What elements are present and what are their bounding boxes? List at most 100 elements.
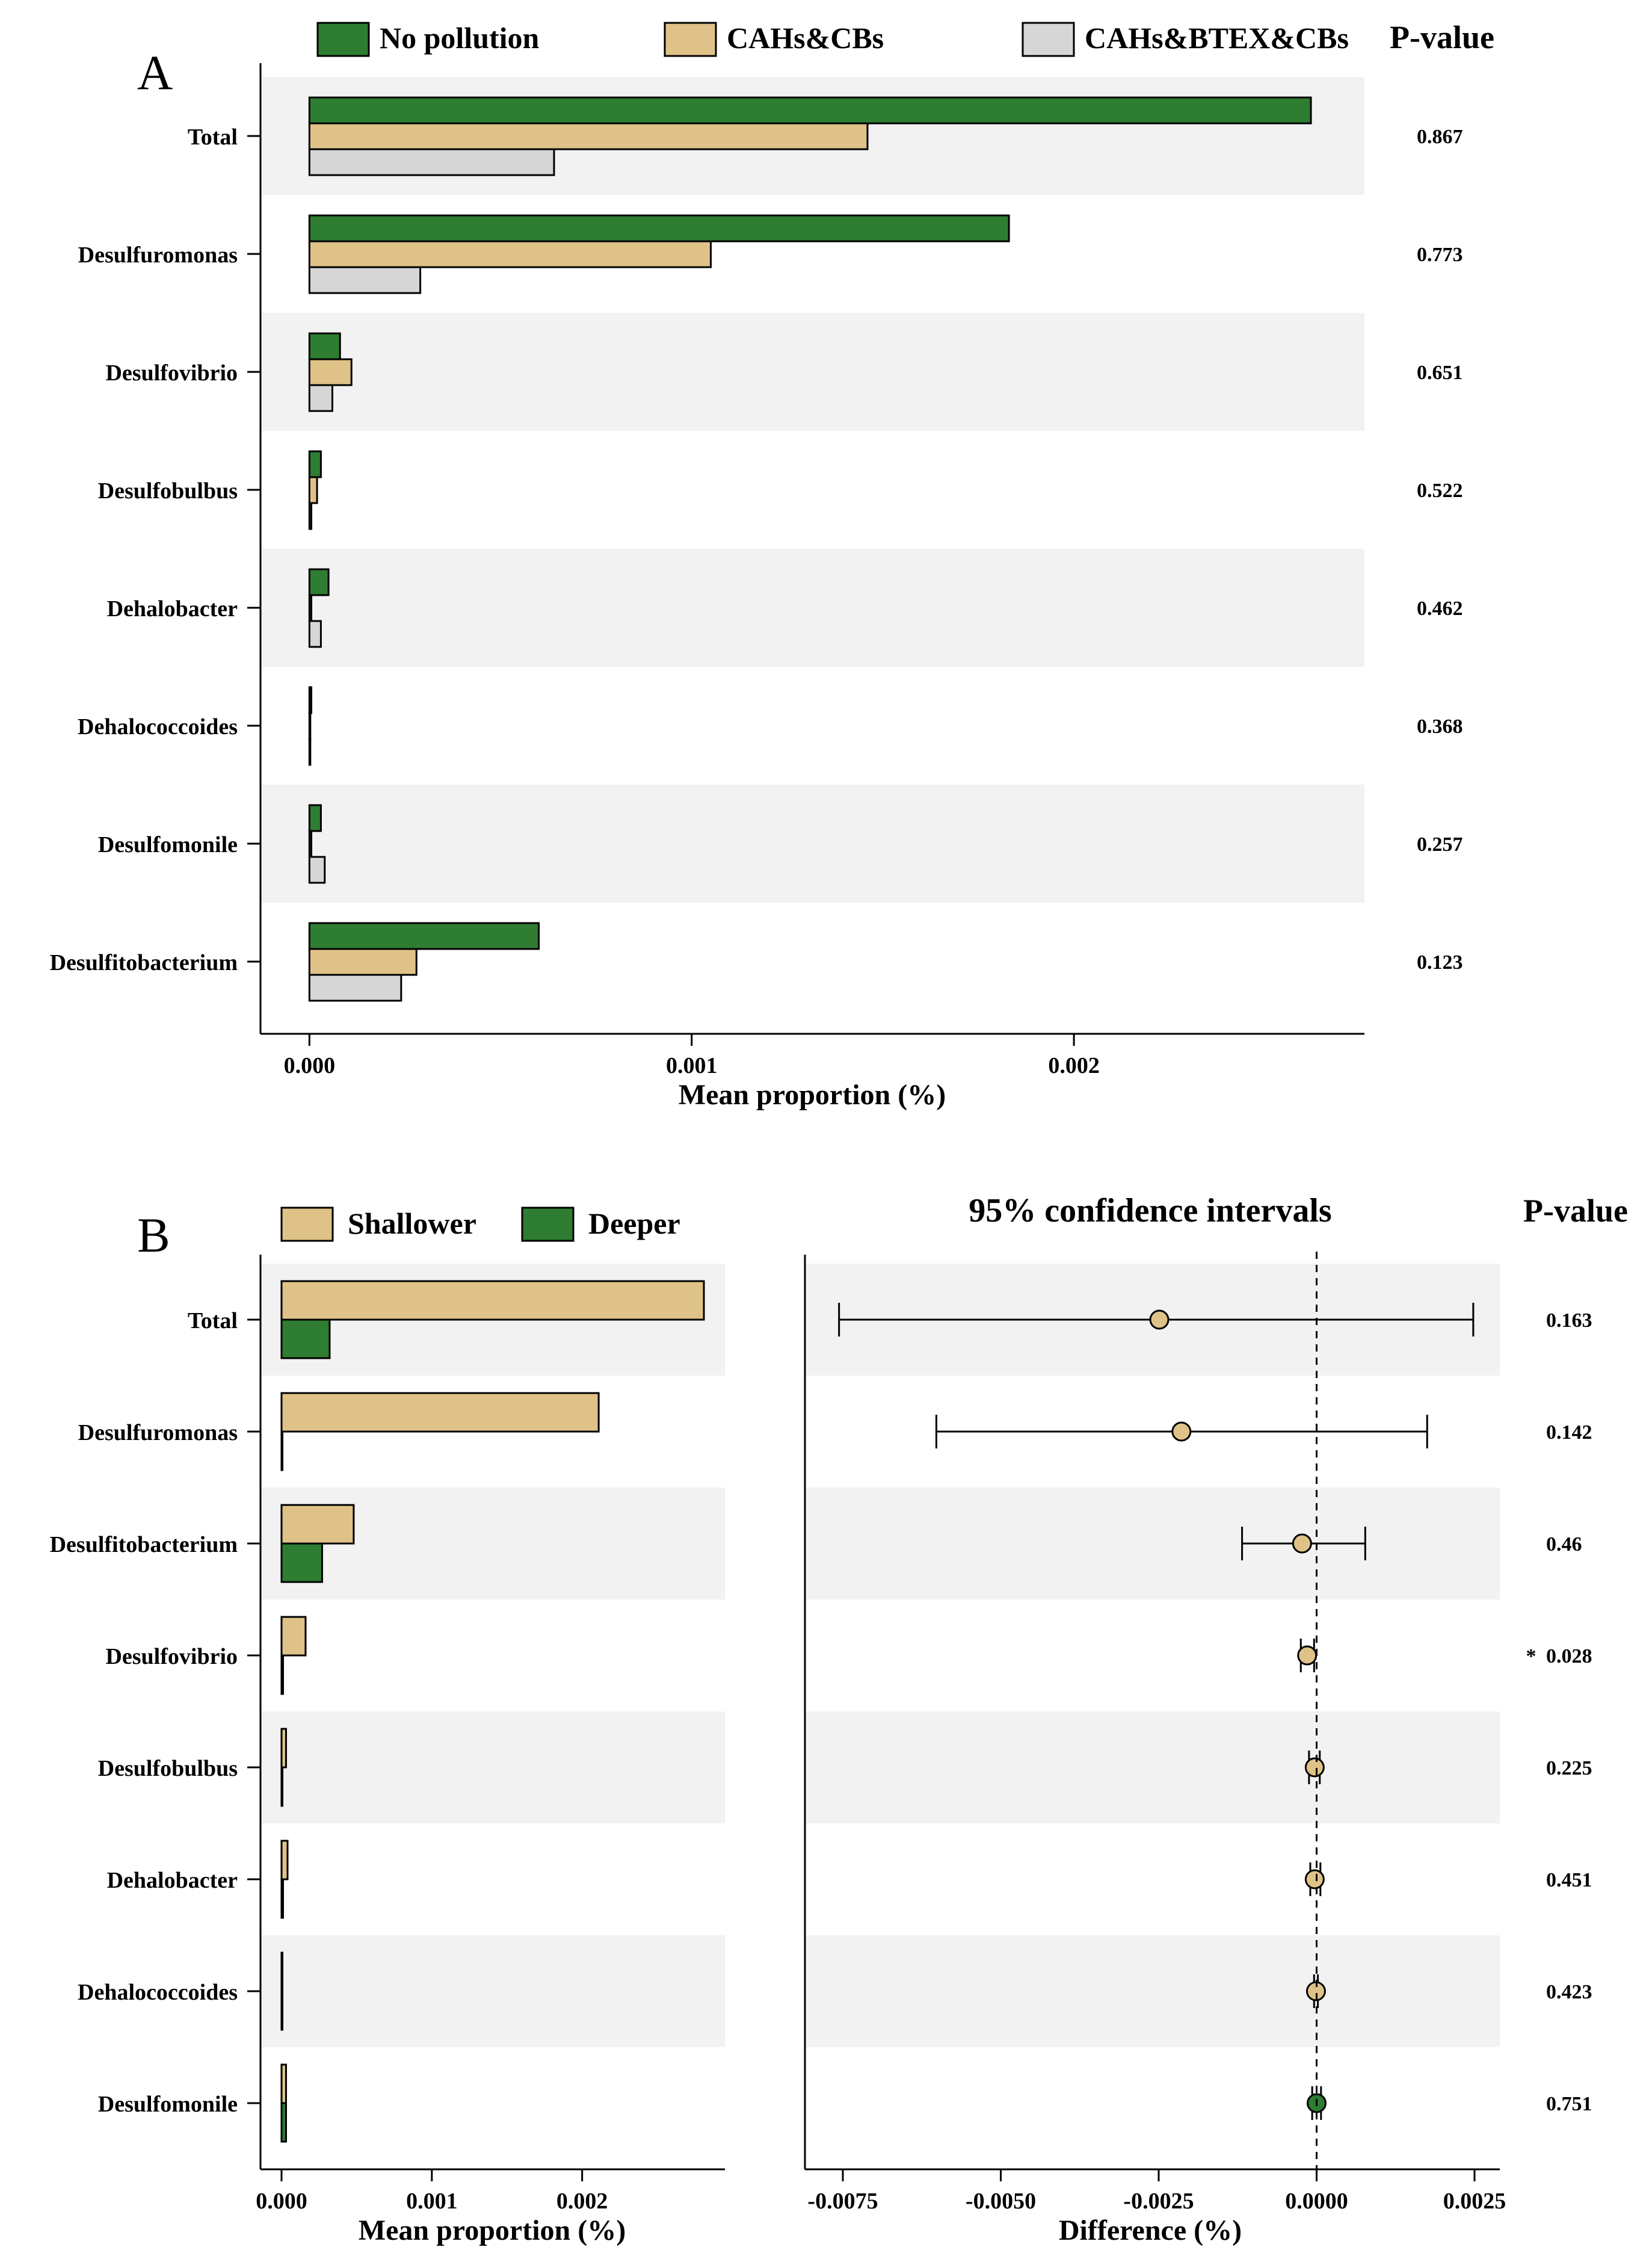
category-label-desulfobulbus: Desulfobulbus bbox=[98, 1756, 238, 1781]
panel-a-pvalues: 0.867 0.773 0.651 0.522 0.462 0.368 0.257 0.123 bbox=[1417, 126, 1463, 974]
pvalue-total: 0.867 bbox=[1417, 126, 1463, 148]
ci-point-total bbox=[1149, 1309, 1170, 1330]
category-label-desulfitobacterium: Desulfitobacterium bbox=[50, 950, 238, 975]
significance-marker: * bbox=[1526, 1645, 1536, 1667]
bar-cahs-cbs-dehalobacter bbox=[308, 594, 313, 622]
panel-b-ci-title: 95% confidence intervals bbox=[969, 1192, 1331, 1229]
bar-cahs-btex-cbs-dehalobacter bbox=[308, 620, 322, 648]
ci-x-tick-label-1: -0.0050 bbox=[966, 2189, 1036, 2214]
row-band-desulfomonile bbox=[260, 785, 1364, 903]
bar-shallower-desulfomonile bbox=[280, 2063, 287, 2104]
panel-a-row-bands bbox=[260, 77, 1364, 903]
panel-b-row-bands bbox=[260, 1264, 1500, 2047]
panel-b-confidence-intervals bbox=[838, 1252, 1475, 2169]
row-band-dehalobacter bbox=[260, 549, 1364, 667]
category-label-desulfobulbus: Desulfobulbus bbox=[98, 478, 238, 504]
ci-point-desulfobulbus bbox=[1304, 1757, 1325, 1778]
bar-x-tick-label-2: 0.002 bbox=[556, 2189, 608, 2214]
bar-no-pollution-desulfobulbus bbox=[308, 450, 322, 478]
bar-cahs-cbs-total bbox=[308, 122, 869, 150]
bar-cahs-btex-cbs-desulfomonile bbox=[308, 856, 326, 884]
category-label-desulfomonile: Desulfomonile bbox=[98, 832, 238, 857]
bar-cahs-cbs-desulfovibrio bbox=[308, 358, 353, 386]
panel-label-a: A bbox=[137, 45, 173, 100]
legend-label-cahs-btex-cbs: CAHs&BTEX&CBs bbox=[1085, 21, 1349, 55]
category-label-desulfomonile: Desulfomonile bbox=[98, 2092, 238, 2117]
category-label-dehalococcoides: Dehalococcoides bbox=[78, 714, 238, 740]
category-label-desulfovibrio: Desulfovibrio bbox=[105, 360, 238, 386]
pvalue-desulfuromonas: 0.773 bbox=[1417, 244, 1463, 266]
category-label-desulfitobacterium: Desulfitobacterium bbox=[50, 1532, 238, 1557]
bar-x-tick-label-1: 0.001 bbox=[406, 2189, 458, 2214]
row-band-bars-dehalococcoides bbox=[260, 1935, 725, 2047]
bar-shallower-dehalobacter bbox=[280, 1840, 289, 1880]
bar-shallower-dehalococcoides bbox=[280, 1951, 283, 1992]
bar-no-pollution-total bbox=[308, 96, 1312, 125]
panel-a-category-labels: Total Desulfuromonas Desulfovibrio Desulfob… bbox=[50, 125, 260, 975]
bar-cahs-cbs-desulfitobacterium bbox=[308, 948, 418, 976]
category-label-desulfuromonas: Desulfuromonas bbox=[78, 1420, 238, 1445]
bar-x-tick-label-0: 0.000 bbox=[256, 2189, 307, 2214]
category-label-total: Total bbox=[188, 1308, 238, 1333]
x-tick-label-0: 0.000 bbox=[284, 1053, 336, 1078]
bar-cahs-btex-cbs-desulfitobacterium bbox=[308, 974, 402, 1002]
legend-swatch-shallower bbox=[280, 1207, 334, 1242]
pvalue-dehalobacter: 0.451 bbox=[1546, 1869, 1592, 1891]
legend-label-no-pollution: No pollution bbox=[380, 21, 540, 55]
legend-swatch-cahs-btex-cbs bbox=[1022, 22, 1075, 57]
panel-a-pvalue-header: P-value bbox=[1390, 19, 1494, 55]
ci-x-tick-label-3: 0.0000 bbox=[1285, 2189, 1348, 2214]
panel-b-category-labels: Total Desulfuromonas Desulfitobacterium Des… bbox=[50, 1308, 260, 2117]
row-band-ci-desulfitobacterium bbox=[805, 1488, 1500, 1599]
bar-cahs-btex-cbs-desulfuromonas bbox=[308, 266, 422, 294]
ci-x-tick-label-2: -0.0025 bbox=[1123, 2189, 1194, 2214]
legend-swatch-cahs-cbs bbox=[664, 22, 717, 57]
bar-no-pollution-dehalococcoides bbox=[308, 686, 313, 714]
pvalue-desulfovibrio: 0.028 bbox=[1546, 1645, 1592, 1667]
panel-b-bars bbox=[280, 1280, 705, 2143]
bar-no-pollution-desulfovibrio bbox=[308, 332, 341, 360]
pvalue-desulfobulbus: 0.522 bbox=[1417, 480, 1463, 502]
bar-cahs-btex-cbs-dehalococcoides bbox=[308, 738, 312, 766]
pvalue-desulfitobacterium: 0.46 bbox=[1546, 1533, 1582, 1556]
category-label-desulfovibrio: Desulfovibrio bbox=[105, 1644, 238, 1669]
bar-no-pollution-desulfitobacterium bbox=[308, 922, 540, 950]
row-band-bars-desulfobulbus bbox=[260, 1711, 725, 1823]
panel-b: B Shallower Deeper 95% confidence interva… bbox=[50, 1192, 1628, 2246]
bar-deeper-desulfovibrio bbox=[280, 1654, 284, 1695]
pvalue-desulfomonile: 0.751 bbox=[1546, 2093, 1592, 2115]
category-label-desulfuromonas: Desulfuromonas bbox=[78, 243, 238, 268]
x-tick-label-2: 0.002 bbox=[1048, 1053, 1100, 1078]
pvalue-desulfitobacterium: 0.123 bbox=[1417, 951, 1463, 974]
bar-deeper-desulfuromonas bbox=[280, 1430, 283, 1471]
panel-label-b: B bbox=[137, 1208, 170, 1262]
row-band-ci-dehalococcoides bbox=[805, 1935, 1500, 2047]
bar-deeper-desulfomonile bbox=[280, 2102, 287, 2143]
panel-b-axes: 0.000 0.001 0.002 -0.0075 -0.0050 -0.0025 0.00… bbox=[256, 1255, 1506, 2214]
pvalue-desulfobulbus: 0.225 bbox=[1546, 1757, 1592, 1779]
panel-b-legend: Shallower Deeper bbox=[280, 1207, 680, 1242]
bar-deeper-total bbox=[280, 1318, 331, 1359]
bar-deeper-desulfobulbus bbox=[280, 1766, 283, 1807]
ci-x-tick-label-4: 0.0025 bbox=[1443, 2189, 1506, 2214]
panel-b-bar-x-axis-label: Mean proportion (%) bbox=[359, 2214, 626, 2246]
panel-b-pvalues: 0.163 0.142 0.46 0.028 * 0.225 0.451 0.423 0.751 bbox=[1526, 1309, 1592, 2115]
bar-cahs-cbs-desulfobulbus bbox=[308, 476, 318, 504]
panel-a-x-axis-label: Mean proportion (%) bbox=[679, 1079, 946, 1111]
bar-cahs-btex-cbs-desulfobulbus bbox=[308, 502, 313, 530]
row-band-desulfovibrio bbox=[260, 313, 1364, 431]
panel-a-axes: 0.000 0.001 0.002 bbox=[259, 63, 1364, 1078]
category-label-dehalococcoides: Dehalococcoides bbox=[78, 1980, 238, 2005]
bar-shallower-total bbox=[280, 1280, 705, 1321]
ci-point-desulfitobacterium bbox=[1292, 1533, 1312, 1554]
bar-cahs-btex-cbs-desulfovibrio bbox=[308, 384, 333, 412]
panel-a-bars bbox=[308, 96, 1312, 1002]
pvalue-dehalococcoides: 0.368 bbox=[1417, 715, 1463, 738]
bar-cahs-btex-cbs-total bbox=[308, 148, 555, 176]
bar-no-pollution-desulfuromonas bbox=[308, 214, 1010, 243]
bar-cahs-cbs-dehalococcoides bbox=[308, 712, 312, 740]
panel-b-pvalue-header: P-value bbox=[1523, 1193, 1628, 1229]
pvalue-dehalococcoides: 0.423 bbox=[1546, 1981, 1592, 2003]
ci-point-desulfovibrio bbox=[1297, 1645, 1318, 1666]
